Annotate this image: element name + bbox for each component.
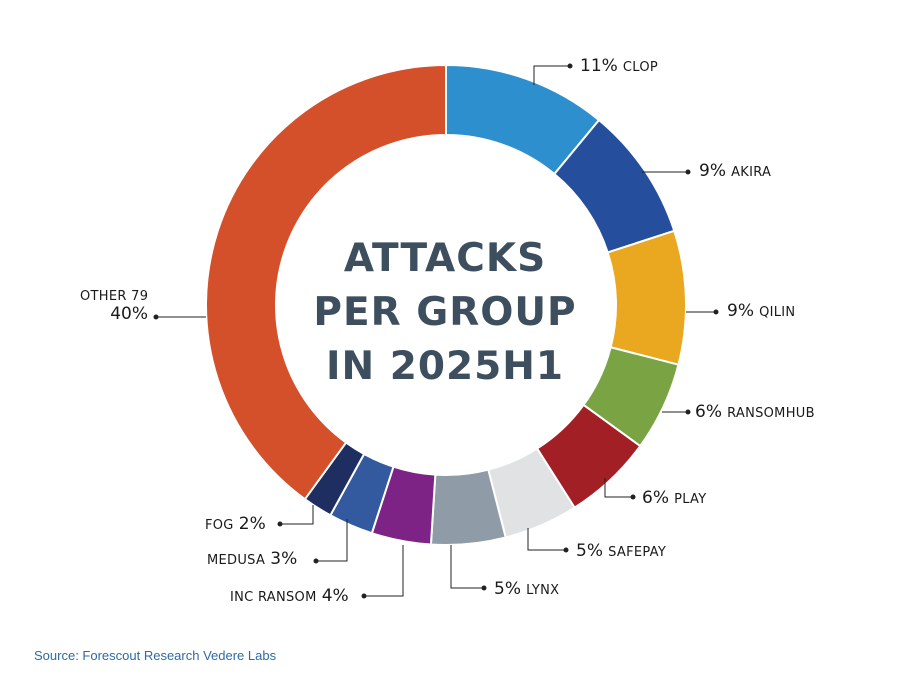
title-line-1: ATTACKS [343, 236, 547, 281]
leader-dot-safepay [563, 547, 569, 553]
label-akira-pct: 9% [699, 161, 726, 181]
label-ransomhub-pct: 6% [695, 402, 722, 422]
leader-line-safepay [527, 528, 566, 551]
label-other: OTHER 79 40% [80, 289, 148, 324]
label-clop: 11% CLOP [580, 56, 658, 76]
leader-line-play [604, 478, 633, 498]
label-qilin-pct: 9% [727, 301, 754, 321]
label-fog: FOG 2% [205, 514, 266, 534]
leader-line-lynx [450, 545, 484, 589]
label-medusa: MEDUSA 3% [207, 549, 297, 569]
leader-dot-qilin [713, 309, 719, 315]
label-akira-name: AKIRA [731, 165, 772, 180]
label-play-name: PLAY [674, 492, 707, 507]
leader-line-medusa [316, 519, 348, 562]
leader-dot-clop [567, 63, 573, 69]
title-line-3: IN 2025H1 [325, 344, 565, 389]
label-play: 6% PLAY [642, 488, 706, 508]
slice-qilin [606, 229, 687, 366]
slice-other-79 [205, 63, 447, 501]
leader-dot-akira [685, 169, 691, 175]
label-lynx-name: LYNX [526, 583, 560, 598]
label-other-pct: 40% [110, 304, 148, 324]
label-safepay: 5% SAFEPAY [576, 541, 666, 561]
label-ransomhub-name: RANSOMHUB [727, 406, 815, 421]
label-medusa-pct: 3% [270, 549, 298, 569]
label-inc-ransom-pct: 4% [321, 586, 349, 606]
label-fog-name: FOG [205, 518, 234, 533]
label-clop-name: CLOP [622, 60, 659, 75]
label-lynx-pct: 5% [494, 579, 521, 599]
leader-dot-lynx [481, 585, 487, 591]
label-play-pct: 6% [642, 488, 669, 508]
label-other-name: OTHER 79 [80, 289, 149, 304]
label-safepay-pct: 5% [576, 541, 603, 561]
label-fog-pct: 2% [238, 514, 266, 534]
label-clop-pct: 11% [580, 56, 618, 76]
label-akira: 9% AKIRA [699, 161, 771, 181]
title-line-2: PER GROUP [313, 290, 577, 335]
label-lynx: 5% LYNX [494, 579, 559, 599]
source-note: Source: Forescout Research Vedere Labs [34, 648, 277, 663]
leader-dot-other [153, 314, 159, 320]
label-inc-ransom: INC RANSOM 4% [230, 586, 349, 606]
leader-dot-inc-ransom [361, 593, 367, 599]
leader-line-fog [280, 505, 314, 525]
leader-line-clop [533, 65, 570, 85]
label-medusa-name: MEDUSA [207, 553, 266, 568]
leader-line-inc-ransom [364, 545, 404, 597]
label-qilin-name: QILIN [759, 305, 796, 320]
label-inc-ransom-name: INC RANSOM [230, 590, 317, 605]
label-safepay-name: SAFEPAY [608, 545, 667, 560]
leader-dot-fog [277, 521, 283, 527]
label-qilin: 9% QILIN [727, 301, 795, 321]
leader-dot-ransomhub [685, 409, 691, 415]
chart-title: ATTACKS PER GROUP IN 2025H1 [300, 232, 590, 394]
label-ransomhub: 6% RANSOMHUB [695, 402, 815, 422]
leader-dot-play [630, 494, 636, 500]
leader-dot-medusa [313, 558, 319, 564]
